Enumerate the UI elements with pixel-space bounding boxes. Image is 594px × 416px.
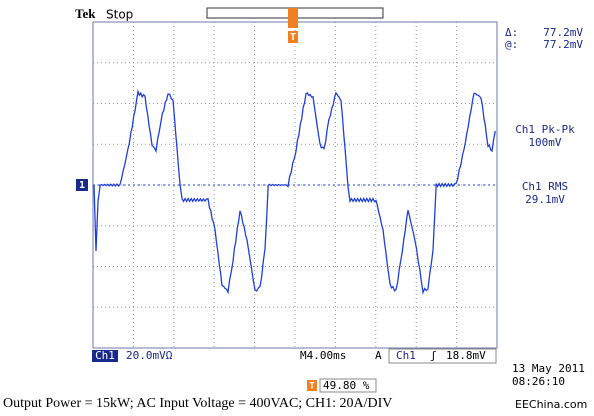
cursor-delta-label: Δ:: [505, 26, 518, 39]
waveform: [93, 89, 496, 295]
trigger-position: 49.80 %: [323, 379, 370, 392]
timebase: M4.00ms: [300, 349, 346, 362]
cursor-at-value: 77.2mV: [543, 38, 583, 51]
brand: Tek: [75, 6, 96, 21]
caption: Output Power = 15kW; AC Input Voltage = …: [3, 396, 392, 411]
time: 08:26:10: [512, 375, 565, 388]
watermark: EEChina.com: [515, 398, 587, 411]
position-marker: [307, 380, 317, 391]
trigger-marker: [288, 31, 298, 43]
trigger-mode: A: [375, 349, 382, 362]
date: 13 May 2011: [512, 362, 585, 375]
channel-marker: [76, 179, 88, 191]
position-marker-text: T: [309, 382, 315, 392]
vertical-scale: 20.0mVΩ: [126, 349, 173, 362]
cursor-at-label: @:: [505, 38, 518, 51]
measurement-label: Ch1 RMS: [522, 180, 568, 193]
trigger-slope: ʃ: [430, 349, 437, 362]
channel-marker-text: 1: [79, 180, 85, 191]
measurement-value: 29.1mV: [525, 193, 565, 206]
cursor-delta-value: 77.2mV: [543, 26, 583, 39]
trigger-channel: Ch1: [396, 349, 416, 362]
trigger-position-marker: [288, 8, 298, 28]
trigger-level: 18.8mV: [446, 349, 486, 362]
trigger-marker-text: T: [290, 32, 296, 43]
status-channel: Ch1: [95, 349, 115, 362]
trigger-box: [388, 348, 497, 364]
measurement-value: 100mV: [528, 136, 561, 149]
measurement-label: Ch1 Pk-Pk: [515, 123, 575, 136]
position-box: [319, 378, 377, 393]
channel-badge: [92, 350, 118, 362]
acquisition-status: Stop: [106, 8, 133, 22]
